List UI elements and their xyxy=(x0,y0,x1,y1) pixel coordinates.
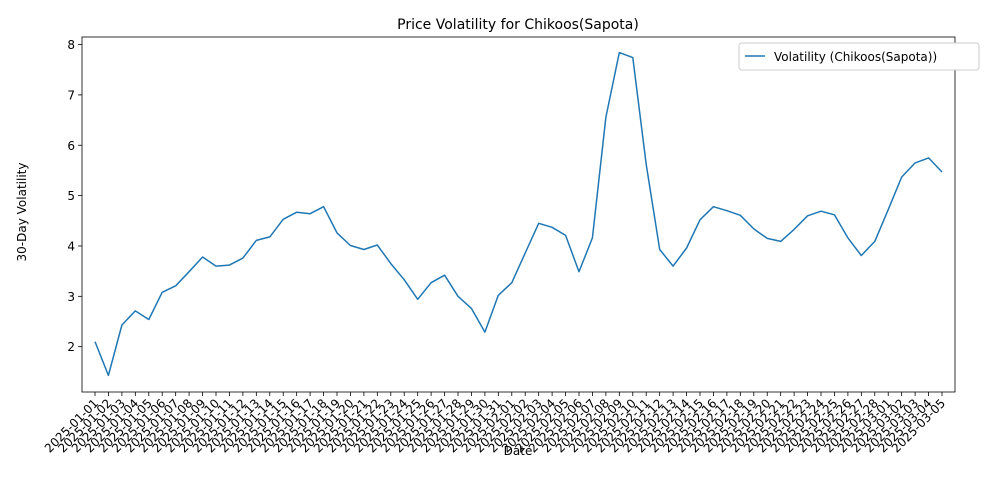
y-tick-label: 4 xyxy=(67,239,75,253)
plot-frame xyxy=(81,36,956,393)
legend-series-label: Volatility (Chikoos(Sapota)) xyxy=(774,50,937,64)
y-tick-label: 5 xyxy=(67,189,75,203)
y-tick-label: 2 xyxy=(67,340,75,354)
y-axis-label: 30-Day Volatility xyxy=(15,163,29,262)
legend-box xyxy=(738,42,980,71)
series-line-0 xyxy=(94,51,943,377)
chart-title: Price Volatility for Chikoos(Sapota) xyxy=(397,17,639,33)
x-axis: 2025-01-012025-01-022025-01-032025-01-04… xyxy=(42,392,948,455)
y-tick-label: 8 xyxy=(67,38,75,52)
y-tick-label: 3 xyxy=(67,290,75,304)
y-tick-label: 7 xyxy=(67,88,75,102)
x-axis-label: Date xyxy=(504,444,533,458)
y-tick-label: 6 xyxy=(67,139,75,153)
chart-legend: Volatility (Chikoos(Sapota)) xyxy=(738,42,980,71)
y-axis: 2 3 4 5 6 7 8 xyxy=(67,38,82,354)
series-layer xyxy=(94,51,943,377)
